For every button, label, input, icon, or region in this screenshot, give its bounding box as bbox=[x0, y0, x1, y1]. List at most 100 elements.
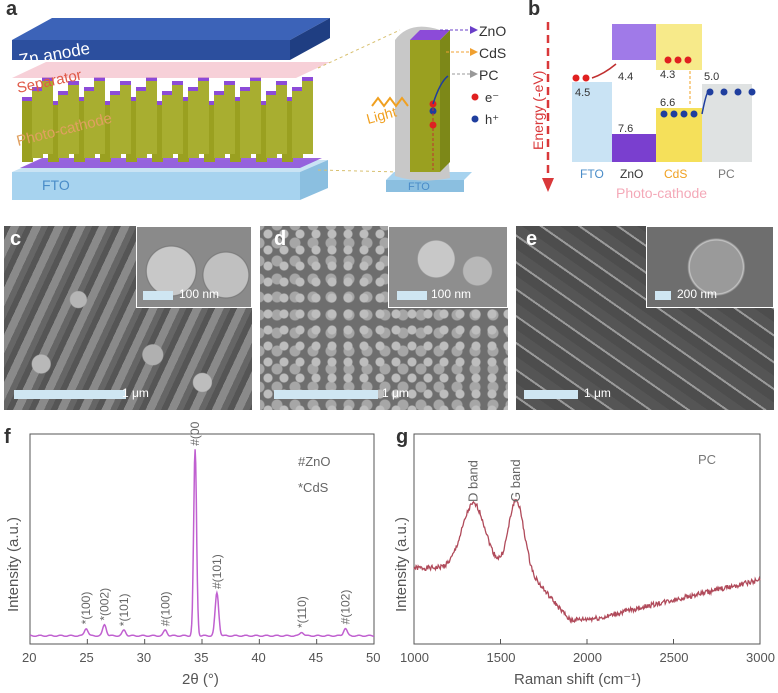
nanorod-top bbox=[84, 87, 95, 91]
xrd-ylabel: Intensity (a.u.) bbox=[5, 517, 22, 612]
scalebar-e bbox=[524, 390, 578, 399]
nanorod-top bbox=[120, 81, 131, 85]
raman-chart: 1000 1500 2000 2500 3000 D band G band PC Ram… bbox=[393, 433, 775, 688]
nanorod bbox=[74, 100, 85, 162]
xrd-peak-label: *(101) bbox=[117, 594, 131, 627]
raman-xlabel: Raman shift (cm⁻¹) bbox=[514, 671, 641, 688]
nanorod bbox=[282, 100, 293, 162]
xrd-peak-label: *(100) bbox=[79, 592, 93, 625]
inset-e: 200 nm bbox=[646, 226, 774, 308]
zn-anode-layer bbox=[12, 18, 330, 40]
xrd-peak-label: #(002) bbox=[188, 422, 202, 446]
nanorod-top bbox=[42, 77, 53, 81]
raman-xtick-label: 1500 bbox=[487, 650, 516, 665]
nanorod-top bbox=[198, 77, 209, 81]
nanorod-top bbox=[126, 97, 137, 101]
nanorod-top bbox=[204, 101, 215, 105]
inset-scalebar-c bbox=[143, 291, 173, 300]
nanorod bbox=[250, 80, 261, 154]
nanorod-top bbox=[266, 91, 277, 95]
xrd-peak-label: *(002) bbox=[98, 588, 112, 621]
nanorod bbox=[110, 94, 121, 158]
level-cds-cb: 4.3 bbox=[660, 69, 675, 81]
inset-scale-e: 200 nm bbox=[677, 287, 718, 301]
nanorod bbox=[32, 90, 43, 158]
nanorod bbox=[292, 90, 303, 158]
zno-label: ZnO bbox=[479, 23, 506, 39]
nanorod-top bbox=[74, 97, 85, 101]
nanorod-top bbox=[152, 101, 163, 105]
nanorod-top bbox=[214, 91, 225, 95]
nanorod bbox=[276, 84, 287, 154]
xrd-legend-cds: *CdS bbox=[298, 480, 329, 495]
panel-label-e: e bbox=[526, 228, 538, 250]
inset-scalebar-d bbox=[397, 291, 427, 300]
nanorod-top bbox=[100, 101, 111, 105]
nanorod bbox=[224, 84, 235, 154]
inset-scalebar-e bbox=[655, 291, 671, 300]
scale-d: 1 μm bbox=[382, 386, 409, 400]
panel-label-f: f bbox=[4, 426, 11, 448]
nanorod-top bbox=[224, 81, 235, 85]
material-zno: ZnO bbox=[620, 167, 643, 181]
raman-band-label: D band bbox=[466, 460, 481, 502]
raman-series-line bbox=[413, 498, 761, 624]
nanorod bbox=[58, 94, 69, 158]
nanorod-top bbox=[172, 81, 183, 85]
fto-text: FTO bbox=[42, 177, 70, 193]
energy-axis-label: Energy (-eV) bbox=[530, 71, 546, 150]
nanorod-top bbox=[146, 77, 157, 81]
nanorod bbox=[240, 90, 251, 158]
nanorod bbox=[126, 100, 137, 162]
xrd-series-line bbox=[29, 449, 375, 638]
nanorod-top bbox=[48, 101, 59, 105]
nanorod bbox=[22, 100, 33, 162]
panel-f: f 20 25 30 35 40 45 50 *(100) *(002) *(101) #(100… bbox=[0, 411, 390, 688]
sem-image-e: e 200 nm 1 μm bbox=[516, 226, 774, 410]
level-zno-cb: 4.4 bbox=[618, 71, 633, 83]
xrd-xtick-label: 25 bbox=[79, 650, 93, 665]
nanorod-top bbox=[276, 81, 287, 85]
raman-ylabel: Intensity (a.u.) bbox=[393, 517, 410, 612]
nanorod bbox=[204, 104, 215, 162]
nanorod-top bbox=[178, 97, 189, 101]
inset-scale-d: 100 nm bbox=[431, 287, 472, 301]
nanorod bbox=[42, 80, 53, 154]
xrd-xtick-label: 30 bbox=[137, 650, 151, 665]
nanorod bbox=[146, 80, 157, 154]
nanorod-top bbox=[240, 87, 251, 91]
level-pc: 5.0 bbox=[704, 71, 719, 83]
light-label: Light bbox=[365, 104, 399, 127]
nanorod bbox=[266, 94, 277, 158]
nanorod bbox=[48, 104, 59, 162]
nanorod-top bbox=[302, 77, 313, 81]
panel-label-d: d bbox=[274, 228, 287, 250]
material-fto: FTO bbox=[580, 167, 604, 181]
nanorod-top bbox=[136, 87, 147, 91]
panel-label-b: b bbox=[528, 0, 541, 20]
panel-label-c: c bbox=[10, 228, 22, 250]
pc-label: PC bbox=[479, 67, 498, 83]
band-caption: Photo-cathode bbox=[616, 185, 707, 201]
nanorod-top bbox=[68, 81, 79, 85]
nanorod bbox=[136, 90, 147, 158]
nanorod bbox=[84, 90, 95, 158]
raman-xtick-label: 2000 bbox=[573, 650, 602, 665]
nanorod bbox=[230, 100, 241, 162]
xrd-peak-label: #(100) bbox=[158, 591, 172, 626]
inset-scale-c: 100 nm bbox=[179, 287, 220, 301]
nanorod bbox=[162, 94, 173, 158]
level-fto: 4.5 bbox=[575, 87, 590, 99]
panel-b: b Energy (-eV) 4.5 4.4 7.6 4.3 6.6 5.0 F… bbox=[520, 0, 778, 215]
raman-xtick-label: 1000 bbox=[400, 650, 429, 665]
inset-d: 100 nm bbox=[388, 226, 508, 308]
panel-label-a: a bbox=[6, 0, 18, 20]
material-cds: CdS bbox=[664, 167, 687, 181]
xrd-peak-label: *(110) bbox=[295, 596, 309, 628]
electron-label: e⁻ bbox=[485, 90, 499, 105]
level-cds-vb: 6.6 bbox=[660, 97, 675, 109]
panel-a: a Zn anode Separator Photo-cathode FTO F… bbox=[0, 0, 520, 215]
rod-fto-text: FTO bbox=[408, 181, 430, 193]
nanorod bbox=[188, 90, 199, 158]
material-pc: PC bbox=[718, 167, 735, 181]
